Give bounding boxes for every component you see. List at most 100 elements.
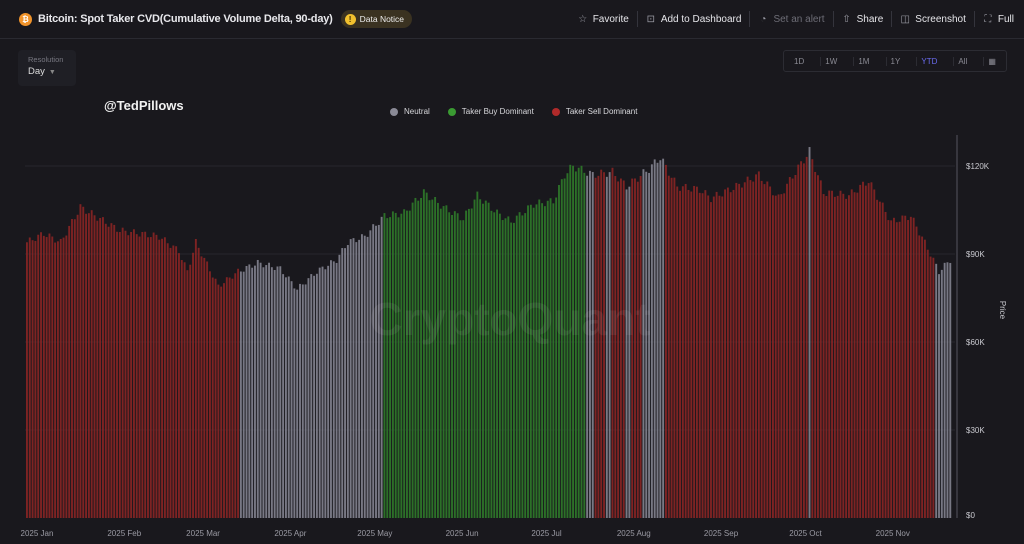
y-tick-label: $30K bbox=[966, 426, 985, 435]
bar-sell bbox=[729, 192, 732, 518]
bar-sell bbox=[149, 237, 152, 518]
bar-neutral bbox=[304, 284, 307, 518]
bar-sell bbox=[923, 239, 926, 518]
bar-sell bbox=[155, 234, 158, 518]
screenshot-button[interactable]: ◫ Screenshot bbox=[891, 11, 974, 27]
bar-buy bbox=[569, 164, 572, 519]
bar-buy bbox=[566, 173, 569, 519]
fullscreen-label: Full bbox=[997, 13, 1014, 25]
bar-sell bbox=[912, 217, 915, 518]
range-all[interactable]: All bbox=[953, 56, 971, 66]
bar-neutral bbox=[625, 189, 628, 518]
bar-sell bbox=[42, 235, 45, 518]
bitcoin-icon: ₿ bbox=[19, 12, 32, 26]
bar-sell bbox=[194, 238, 197, 519]
y-tick-label: $60K bbox=[966, 338, 985, 347]
bar-sell bbox=[104, 223, 107, 518]
bar-sell bbox=[926, 249, 929, 518]
bar-buy bbox=[425, 192, 428, 518]
bar-sell bbox=[102, 217, 104, 518]
legend-sell[interactable]: Taker Sell Dominant bbox=[551, 107, 637, 116]
legend-label-neutral: Neutral bbox=[404, 107, 430, 116]
x-tick-label: 2025 May bbox=[357, 529, 392, 538]
bar-sell bbox=[864, 185, 867, 518]
bar-neutral bbox=[360, 234, 363, 518]
range-1y[interactable]: 1Y bbox=[885, 56, 905, 66]
bar-sell bbox=[73, 219, 76, 518]
bar-neutral bbox=[338, 254, 341, 518]
bar-buy bbox=[493, 212, 496, 518]
fullscreen-icon: ⛶ bbox=[984, 13, 992, 25]
bar-buy bbox=[524, 213, 527, 518]
x-tick-label: 2025 Mar bbox=[186, 529, 220, 538]
bar-buy bbox=[476, 191, 479, 518]
bar-sell bbox=[749, 180, 752, 518]
bar-sell bbox=[192, 252, 194, 518]
bar-sell bbox=[124, 230, 127, 519]
bar-buy bbox=[434, 196, 437, 518]
chevron-down-icon: ▼ bbox=[48, 69, 56, 76]
range-1d[interactable]: 1D bbox=[794, 56, 805, 66]
fullscreen-button[interactable]: ⛶ Full bbox=[973, 11, 1014, 27]
x-tick-label: 2025 Feb bbox=[107, 529, 141, 538]
bar-neutral bbox=[344, 248, 346, 518]
favorite-button[interactable]: ☆ Favorite bbox=[570, 11, 637, 27]
bar-buy bbox=[572, 165, 575, 518]
bar-buy bbox=[543, 206, 546, 519]
bar-neutral bbox=[290, 281, 293, 518]
bar-sell bbox=[895, 222, 898, 519]
bar-buy bbox=[580, 165, 583, 519]
resolution-select[interactable]: Resolution Day ▼ bbox=[18, 50, 76, 86]
range-1w[interactable]: 1W bbox=[820, 56, 841, 66]
legend-neutral[interactable]: Neutral bbox=[390, 107, 430, 116]
bar-neutral bbox=[589, 170, 591, 519]
bar-sell bbox=[667, 175, 670, 519]
bar-neutral bbox=[380, 216, 383, 519]
bar-neutral bbox=[330, 260, 332, 518]
y-tick-label: $120K bbox=[966, 162, 990, 171]
bar-sell bbox=[684, 183, 687, 518]
bar-sell bbox=[836, 195, 839, 518]
bar-neutral bbox=[808, 147, 811, 518]
bar-sell bbox=[735, 182, 738, 519]
bar-neutral bbox=[335, 262, 338, 518]
bar-sell bbox=[127, 235, 130, 518]
range-ytd[interactable]: YTD bbox=[916, 56, 941, 66]
x-tick-label: 2025 Jun bbox=[446, 529, 479, 538]
bar-sell bbox=[611, 167, 614, 518]
bar-neutral bbox=[642, 169, 645, 518]
bar-buy bbox=[403, 209, 406, 518]
bar-sell bbox=[28, 237, 31, 518]
cryptoquant-watermark: CryptoQuant bbox=[369, 293, 650, 345]
bar-buy bbox=[482, 203, 484, 518]
bar-sell bbox=[197, 247, 200, 518]
bar-sell bbox=[870, 182, 873, 518]
legend-buy[interactable]: Taker Buy Dominant bbox=[447, 107, 534, 116]
bar-sell bbox=[180, 260, 183, 518]
bar-buy bbox=[501, 220, 504, 518]
bar-neutral bbox=[321, 266, 324, 518]
share-button[interactable]: ⇧ Share bbox=[832, 11, 892, 27]
bar-neutral bbox=[355, 242, 358, 518]
bar-buy bbox=[456, 213, 459, 518]
bar-sell bbox=[721, 196, 724, 518]
range-1m[interactable]: 1M bbox=[853, 56, 873, 66]
bar-sell bbox=[158, 239, 161, 518]
legend-dot-buy bbox=[447, 107, 456, 116]
add-to-dashboard-button[interactable]: ⊡ Add to Dashboard bbox=[636, 11, 750, 27]
data-notice-button[interactable]: ! Data Notice bbox=[340, 10, 413, 28]
bar-neutral bbox=[608, 172, 611, 518]
bar-buy bbox=[532, 207, 535, 518]
bar-sell bbox=[223, 283, 225, 518]
calendar-icon[interactable]: ▦ bbox=[983, 56, 1000, 66]
bar-neutral bbox=[296, 289, 299, 518]
x-tick-label: 2025 Aug bbox=[617, 529, 651, 538]
bar-sell bbox=[99, 218, 102, 518]
set-alert-button[interactable]: ◔ Set an alert bbox=[749, 11, 832, 27]
bell-icon: ◔ bbox=[760, 13, 767, 25]
resolution-value: Day bbox=[28, 66, 45, 77]
bar-neutral bbox=[375, 225, 377, 518]
bar-sell bbox=[828, 190, 831, 519]
bar-sell bbox=[82, 206, 85, 518]
bar-sell bbox=[622, 180, 625, 518]
